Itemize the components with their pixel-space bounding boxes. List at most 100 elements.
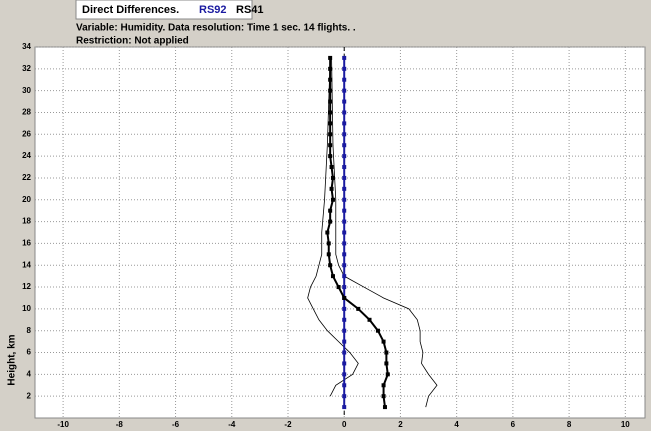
- plot-area: [34, 46, 646, 419]
- marker: [326, 252, 331, 257]
- marker: [342, 372, 347, 377]
- marker: [328, 66, 333, 71]
- marker: [328, 143, 333, 148]
- marker: [342, 154, 347, 159]
- y-tick-label: 18: [22, 217, 31, 226]
- marker: [329, 186, 334, 191]
- chart-subtitle: Variable: Humidity. Data resolution: Tim…: [76, 23, 356, 34]
- y-tick-label: 30: [22, 86, 31, 95]
- marker: [342, 405, 347, 410]
- marker: [329, 165, 334, 170]
- marker: [330, 175, 335, 180]
- x-tick-label: 6: [511, 420, 516, 429]
- marker: [342, 186, 347, 191]
- marker: [382, 405, 387, 410]
- marker: [342, 165, 347, 170]
- y-tick-label: 2: [27, 391, 32, 400]
- marker: [342, 306, 347, 311]
- y-tick-label: 4: [27, 369, 32, 378]
- x-tick-label: 10: [621, 420, 630, 429]
- marker: [342, 88, 347, 93]
- marker: [342, 241, 347, 246]
- marker: [356, 306, 361, 311]
- x-tick-label: -10: [57, 420, 69, 429]
- marker: [342, 263, 347, 268]
- marker: [342, 252, 347, 257]
- marker: [342, 77, 347, 82]
- marker: [342, 197, 347, 202]
- chart-header: Direct Differences.: [82, 4, 179, 16]
- marker: [342, 317, 347, 322]
- marker: [342, 274, 347, 279]
- marker: [328, 208, 333, 213]
- marker: [330, 197, 335, 202]
- marker: [328, 132, 333, 137]
- y-tick-label: 20: [22, 195, 31, 204]
- x-tick-label: 2: [398, 420, 403, 429]
- marker: [326, 241, 331, 246]
- bound-line: [331, 57, 438, 408]
- marker: [330, 274, 335, 279]
- x-tick-label: -4: [228, 420, 236, 429]
- y-tick-label: 32: [22, 64, 31, 73]
- marker: [342, 121, 347, 126]
- marker: [367, 317, 372, 322]
- y-tick-label: 6: [27, 348, 32, 357]
- marker: [342, 394, 347, 399]
- marker: [342, 132, 347, 137]
- marker: [384, 350, 389, 355]
- bound-line: [307, 57, 359, 397]
- x-tick-label: -2: [284, 420, 292, 429]
- y-axis-label: Height, km: [7, 334, 18, 385]
- y-tick-label: 34: [22, 42, 31, 51]
- marker: [328, 99, 333, 104]
- marker: [342, 361, 347, 366]
- y-tick-label: 10: [22, 304, 31, 313]
- legend-entry[interactable]: RS92: [199, 4, 227, 16]
- marker: [342, 295, 347, 300]
- marker: [381, 383, 386, 388]
- marker: [328, 121, 333, 126]
- y-tick-label: 8: [27, 326, 32, 335]
- y-tick-label: 22: [22, 173, 31, 182]
- marker: [328, 88, 333, 93]
- marker: [325, 230, 330, 235]
- x-tick-label: 0: [342, 420, 347, 429]
- marker: [342, 208, 347, 213]
- marker: [342, 110, 347, 115]
- marker: [385, 372, 390, 377]
- marker: [328, 154, 333, 159]
- marker: [328, 110, 333, 115]
- marker: [342, 230, 347, 235]
- marker: [328, 77, 333, 82]
- marker: [381, 339, 386, 344]
- y-tick-label: 14: [22, 260, 31, 269]
- x-tick-label: -8: [116, 420, 124, 429]
- marker: [342, 143, 347, 148]
- x-tick-label: 8: [567, 420, 572, 429]
- y-tick-label: 26: [22, 129, 31, 138]
- marker: [342, 383, 347, 388]
- marker: [381, 394, 386, 399]
- marker: [375, 328, 380, 333]
- marker: [336, 285, 341, 290]
- x-tick-label: -6: [172, 420, 180, 429]
- x-tick-label: 4: [454, 420, 459, 429]
- y-tick-label: 12: [22, 282, 31, 291]
- legend-box: [75, 0, 253, 20]
- marker: [342, 66, 347, 71]
- marker: [342, 285, 347, 290]
- marker: [328, 55, 333, 60]
- legend-entry[interactable]: RS41: [236, 4, 264, 16]
- marker: [342, 175, 347, 180]
- marker: [342, 55, 347, 60]
- marker: [342, 219, 347, 224]
- marker: [328, 263, 333, 268]
- chart-note: Restriction: Not applied: [76, 36, 189, 47]
- marker: [342, 339, 347, 344]
- y-tick-label: 16: [22, 239, 31, 248]
- marker: [384, 361, 389, 366]
- y-tick-label: 24: [22, 151, 31, 160]
